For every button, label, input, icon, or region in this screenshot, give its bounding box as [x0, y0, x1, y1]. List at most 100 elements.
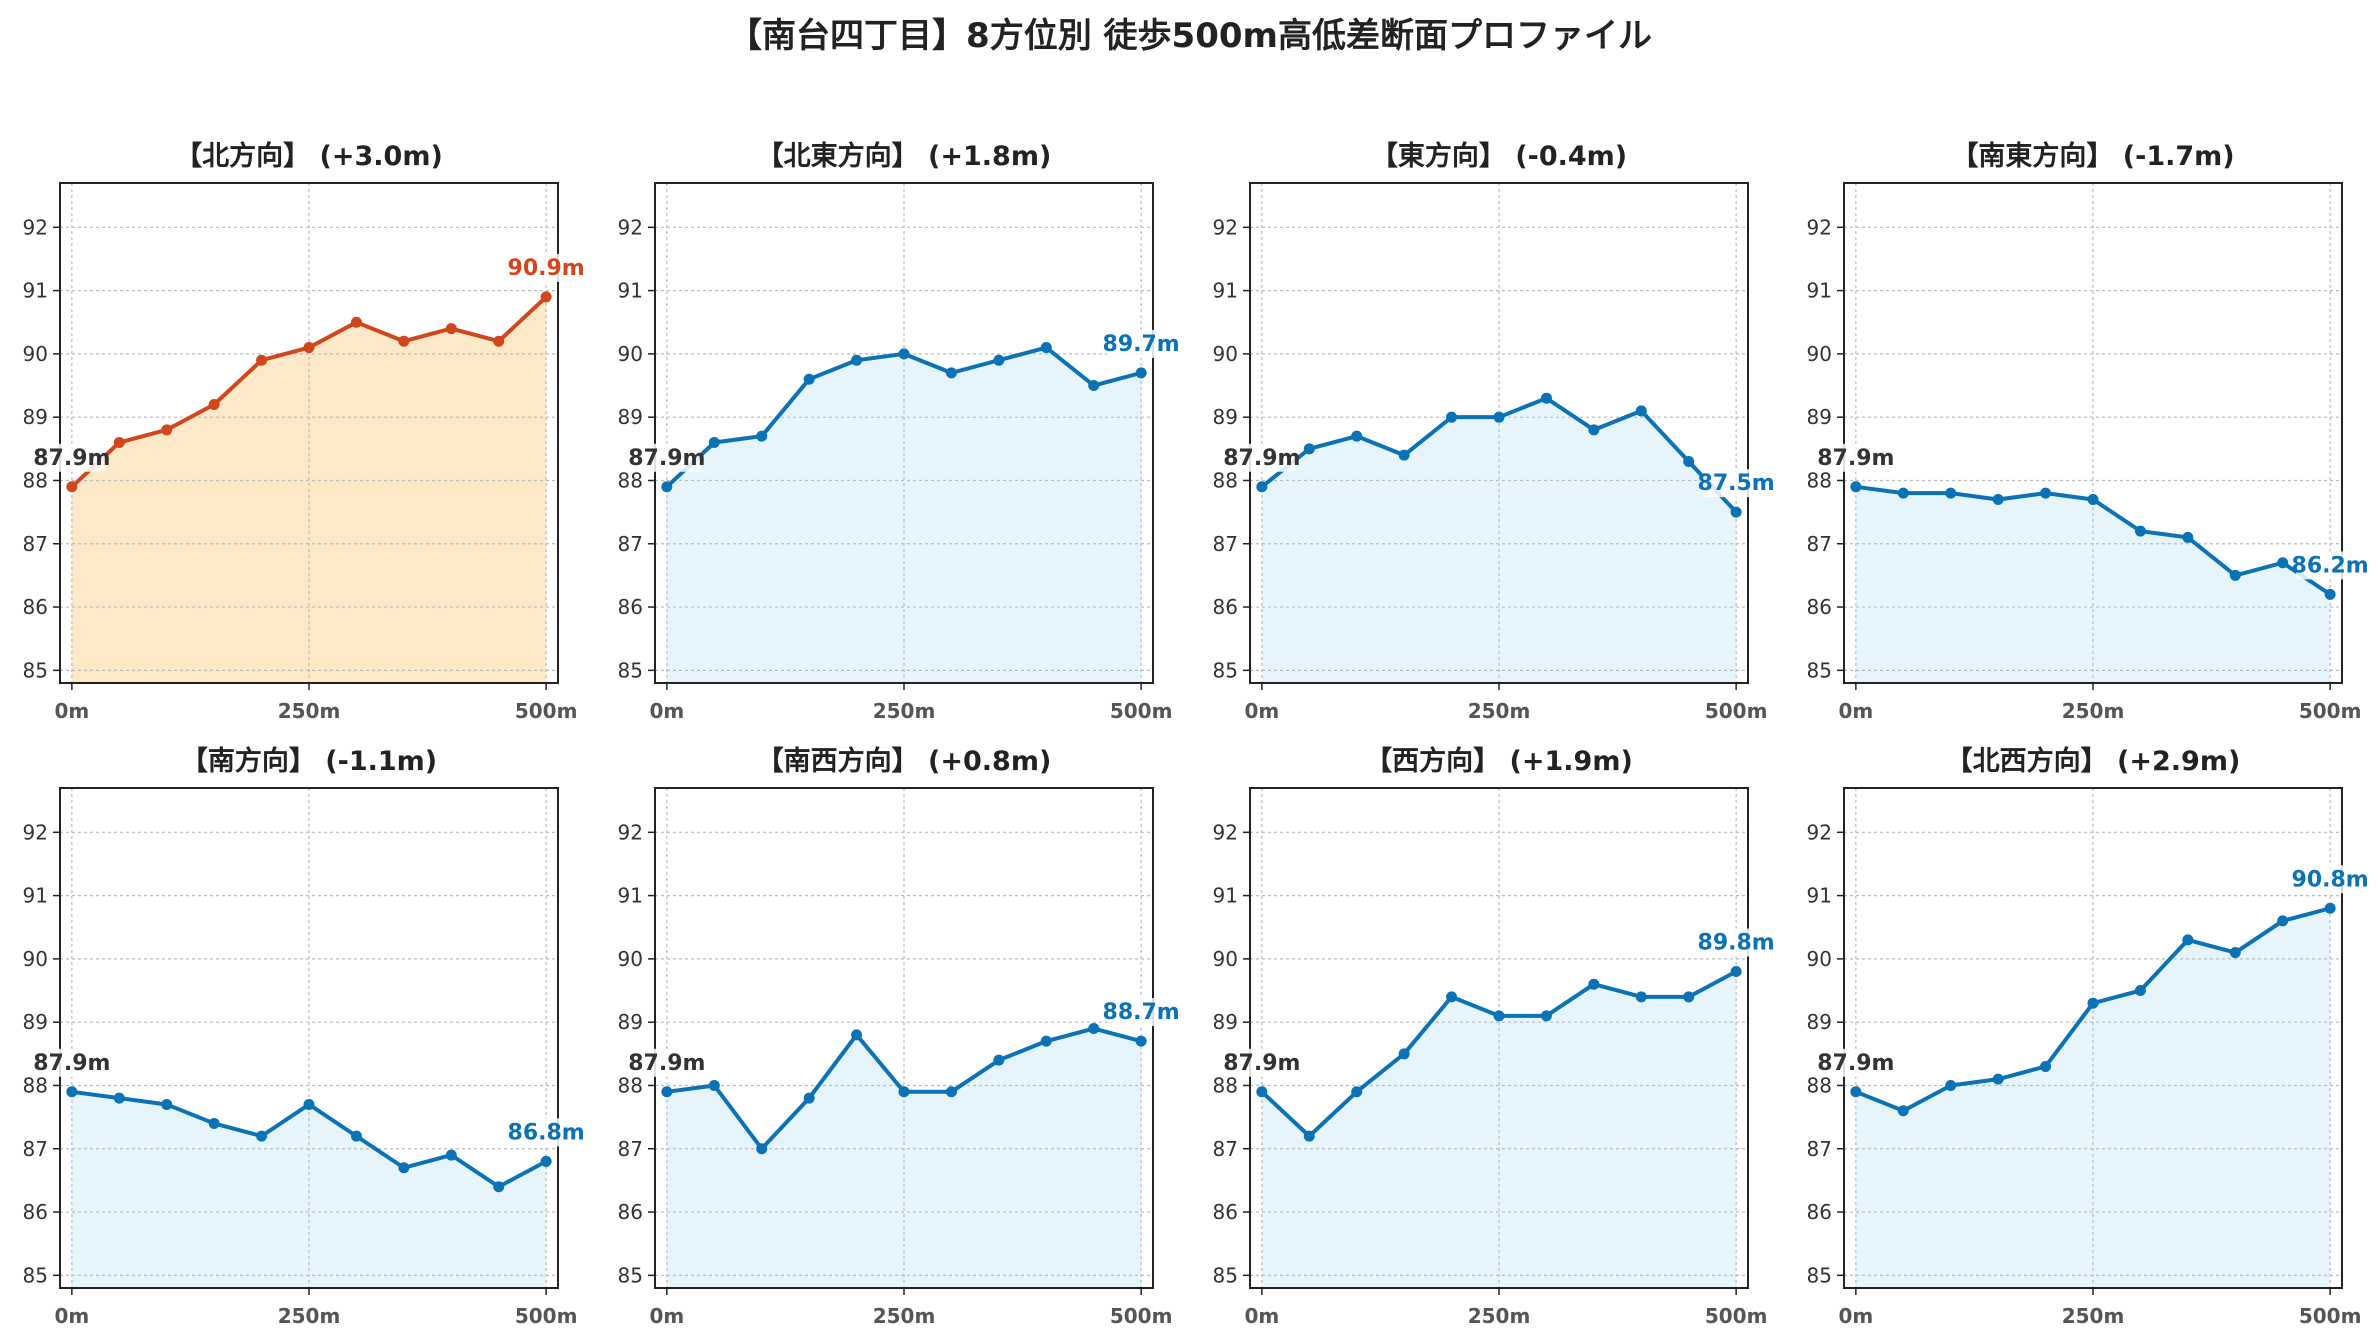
- start-value-label: 87.9m: [33, 1051, 110, 1076]
- y-tick-label: 85: [23, 658, 48, 682]
- panel-title: 【北方向】 (+3.0m): [175, 140, 443, 172]
- chart-panel-5: 【南方向】 (-1.1m) 85 86 87 88 89 90 91 92 0m 250m 500m 8…: [23, 745, 585, 1328]
- data-point: [113, 436, 125, 448]
- end-value-label: 89.7m: [1103, 332, 1180, 357]
- y-tick-label: 88: [23, 468, 48, 492]
- start-value-label: 87.9m: [1817, 1051, 1894, 1076]
- panel-title: 【南西方向】 (+0.8m): [757, 745, 1052, 777]
- end-label-bg: [2296, 865, 2365, 894]
- y-tick-label: 90: [1213, 947, 1238, 971]
- data-point: [1540, 392, 1552, 404]
- start-label-bg: [632, 443, 701, 472]
- y-tick-label: 91: [1807, 279, 1832, 303]
- end-label-bg: [1107, 998, 1176, 1027]
- data-point: [1992, 1073, 2004, 1085]
- data-point: [2277, 557, 2289, 569]
- data-point: [803, 1092, 815, 1104]
- data-point: [1446, 991, 1458, 1003]
- data-point: [256, 1130, 268, 1142]
- data-point: [445, 323, 457, 335]
- chart-panel-8: 【北西方向】 (+2.9m) 85 86 87 88 89 90 91 92 0m 250m 500m…: [1807, 745, 2369, 1328]
- x-tick-label: 500m: [1705, 699, 1768, 723]
- data-point: [1945, 1079, 1957, 1091]
- y-tick-label: 86: [1213, 595, 1238, 619]
- data-point: [2134, 985, 2146, 997]
- data-point: [1945, 487, 1957, 499]
- data-point: [350, 316, 362, 328]
- data-point: [1683, 455, 1695, 467]
- y-tick-label: 87: [1213, 532, 1238, 556]
- y-tick-label: 89: [618, 405, 643, 429]
- y-tick-label: 87: [23, 1137, 48, 1161]
- x-tick-label: 0m: [54, 699, 89, 723]
- area-fill: [1261, 398, 1737, 683]
- y-tick-label: 88: [618, 1073, 643, 1097]
- data-point: [256, 354, 268, 366]
- x-tick-label: 0m: [649, 699, 684, 723]
- data-point: [1850, 1086, 1862, 1098]
- y-tick-label: 86: [23, 595, 48, 619]
- panel-title: 【南東方向】 (-1.7m): [1951, 140, 2234, 172]
- y-tick-label: 89: [1213, 405, 1238, 429]
- y-tick-label: 85: [618, 1263, 643, 1287]
- y-tick-label: 91: [23, 279, 48, 303]
- y-tick-label: 92: [1807, 820, 1832, 844]
- data-point: [1040, 342, 1052, 354]
- y-tick-label: 91: [618, 884, 643, 908]
- start-value-label: 87.9m: [1223, 446, 1300, 471]
- start-value-label: 87.9m: [628, 1051, 705, 1076]
- y-tick-label: 89: [618, 1010, 643, 1034]
- y-tick-label: 87: [23, 532, 48, 556]
- data-point: [1351, 430, 1363, 442]
- data-point: [2229, 947, 2241, 959]
- data-point: [1635, 405, 1647, 417]
- data-point: [493, 335, 505, 347]
- data-point: [1493, 1010, 1505, 1022]
- data-point: [2040, 1060, 2052, 1072]
- y-tick-label: 91: [618, 279, 643, 303]
- data-point: [1135, 367, 1147, 379]
- data-point: [2134, 525, 2146, 537]
- y-tick-label: 92: [618, 215, 643, 239]
- panel-title: 【北東方向】 (+1.8m): [757, 140, 1052, 172]
- area-fill: [1855, 908, 2331, 1288]
- start-label-bg: [37, 443, 106, 472]
- panel-title: 【北西方向】 (+2.9m): [1946, 745, 2241, 777]
- y-tick-label: 92: [1807, 215, 1832, 239]
- data-point: [993, 1054, 1005, 1066]
- y-tick-label: 90: [1807, 342, 1832, 366]
- start-value-label: 87.9m: [1223, 1051, 1300, 1076]
- data-point: [161, 1098, 173, 1110]
- chart-panel-7: 【西方向】 (+1.9m) 85 86 87 88 89 90 91 92 0m 250m 500m 8…: [1213, 745, 1775, 1328]
- start-label-bg: [1821, 1048, 1890, 1077]
- data-point: [1493, 411, 1505, 423]
- y-tick-label: 92: [23, 820, 48, 844]
- y-tick-label: 87: [1807, 1137, 1832, 1161]
- end-value-label: 90.8m: [2292, 867, 2369, 892]
- start-label-bg: [1821, 443, 1890, 472]
- end-value-label: 86.8m: [508, 1120, 585, 1145]
- y-tick-label: 86: [618, 595, 643, 619]
- data-point: [756, 1143, 768, 1155]
- x-tick-label: 500m: [1705, 1304, 1768, 1328]
- data-point: [2182, 531, 2194, 543]
- y-tick-label: 86: [23, 1200, 48, 1224]
- data-point: [898, 348, 910, 360]
- data-point: [1897, 1105, 1909, 1117]
- end-label-bg: [1702, 928, 1771, 957]
- y-tick-label: 87: [1213, 1137, 1238, 1161]
- y-tick-label: 85: [618, 658, 643, 682]
- data-point: [803, 373, 815, 385]
- x-tick-label: 0m: [1244, 1304, 1279, 1328]
- start-value-label: 87.9m: [1817, 446, 1894, 471]
- y-tick-label: 89: [23, 1010, 48, 1034]
- x-tick-label: 0m: [1838, 699, 1873, 723]
- data-point: [851, 1029, 863, 1041]
- data-point: [2087, 493, 2099, 505]
- y-tick-label: 87: [618, 1137, 643, 1161]
- y-tick-label: 86: [618, 1200, 643, 1224]
- data-point: [1088, 380, 1100, 392]
- y-tick-label: 85: [1807, 1263, 1832, 1287]
- data-point: [2087, 997, 2099, 1009]
- y-tick-label: 89: [1213, 1010, 1238, 1034]
